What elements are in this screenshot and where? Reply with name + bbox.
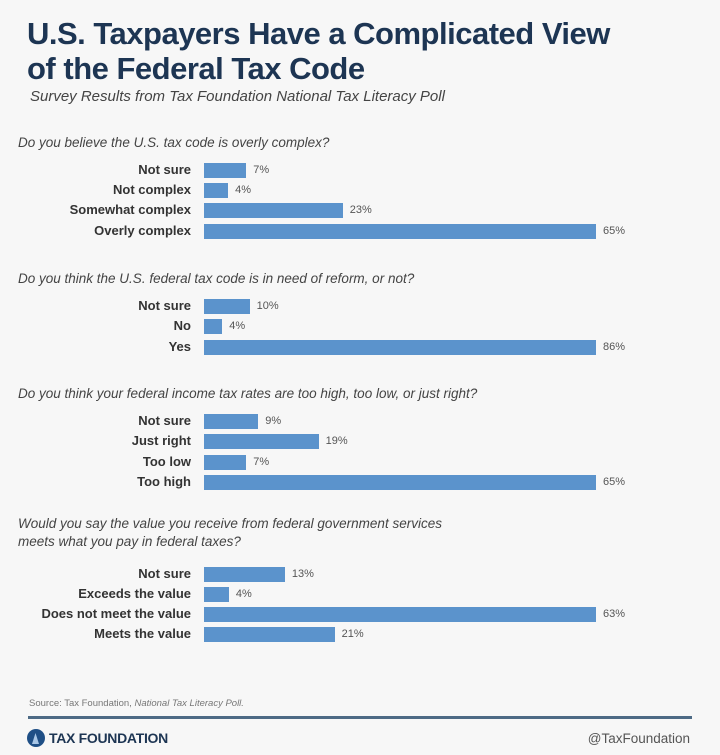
category-label: Not sure <box>138 298 191 313</box>
bar <box>204 183 229 198</box>
twitter-handle: @TaxFoundation <box>587 731 690 746</box>
bar <box>204 455 247 470</box>
source-note: Source: Tax Foundation, National Tax Lit… <box>29 698 244 709</box>
bar <box>204 475 596 490</box>
category-label: Not sure <box>138 162 191 177</box>
question-1: Do you believe the U.S. tax code is over… <box>18 134 329 152</box>
category-label: Not sure <box>138 413 191 428</box>
value-label: 86% <box>603 341 626 353</box>
value-label: 10% <box>256 300 279 312</box>
question-text: Do you believe the U.S. tax code is over… <box>18 135 330 150</box>
category-label: No <box>173 318 191 333</box>
value-label: 63% <box>603 608 626 620</box>
category-label: Exceeds the value <box>78 586 191 601</box>
bar <box>204 163 247 178</box>
value-label: 7% <box>253 456 270 468</box>
tax-foundation-logo: TAX FOUNDATION <box>27 729 168 747</box>
value-label: 19% <box>325 435 348 447</box>
category-label: Too high <box>137 474 191 489</box>
logo-icon <box>27 729 45 747</box>
title-line-2: of the Federal Tax Code <box>27 51 365 86</box>
source-prefix: Source: Tax Foundation, <box>29 698 135 709</box>
value-label: 7% <box>253 164 270 176</box>
bar <box>204 434 319 449</box>
chart-title: U.S. Taxpayers Have a Complicated View o… <box>27 16 610 86</box>
value-label: 21% <box>341 628 364 640</box>
footer-divider <box>28 716 692 719</box>
bar <box>204 414 259 429</box>
value-label: 65% <box>603 225 626 237</box>
question-4: Would you say the value you receive from… <box>18 515 442 551</box>
category-label: Too low <box>142 454 191 469</box>
bar <box>204 319 223 334</box>
value-label: 9% <box>265 415 282 427</box>
bar <box>204 567 285 582</box>
category-label: Not sure <box>138 566 191 581</box>
source-title: National Tax Literacy Poll. <box>134 698 244 709</box>
category-label: Somewhat complex <box>69 202 191 217</box>
bar <box>204 627 335 642</box>
bar <box>204 607 596 622</box>
question-text: Do you think your federal income tax rat… <box>18 386 478 401</box>
value-label: 23% <box>349 204 372 216</box>
bar <box>204 340 596 355</box>
chart-subtitle: Survey Results from Tax Foundation Natio… <box>30 88 445 105</box>
value-label: 4% <box>235 184 252 196</box>
question-text: Would you say the value you receive from… <box>18 516 442 531</box>
category-label: Not complex <box>112 182 191 197</box>
value-label: 4% <box>229 320 246 332</box>
value-label: 4% <box>235 588 252 600</box>
value-label: 65% <box>603 476 626 488</box>
question-text: Do you think the U.S. federal tax code i… <box>18 271 415 286</box>
bar <box>204 587 229 602</box>
question-3: Do you think your federal income tax rat… <box>18 385 477 403</box>
question-text-line-2: meets what you pay in federal taxes? <box>18 534 241 549</box>
question-2: Do you think the U.S. federal tax code i… <box>18 270 414 288</box>
category-label: Overly complex <box>94 223 191 238</box>
category-label: Yes <box>168 339 191 354</box>
logo-text: TAX FOUNDATION <box>49 730 168 746</box>
category-label: Meets the value <box>94 626 191 641</box>
title-line-1: U.S. Taxpayers Have a Complicated View <box>27 16 610 51</box>
bar <box>204 203 343 218</box>
category-label: Just right <box>131 433 191 448</box>
bar <box>204 224 596 239</box>
category-label: Does not meet the value <box>41 606 191 621</box>
bar <box>204 299 250 314</box>
value-label: 13% <box>291 568 314 580</box>
